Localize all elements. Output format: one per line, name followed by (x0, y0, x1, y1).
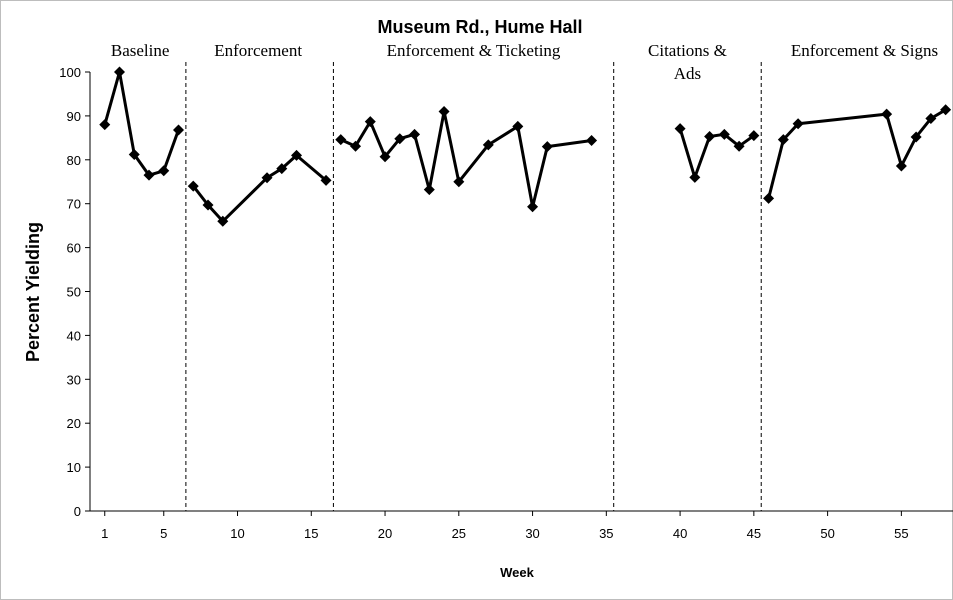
x-tick-label: 40 (673, 526, 687, 541)
data-point-marker (173, 124, 185, 136)
phase-label: Baseline (111, 41, 170, 60)
y-tick-label: 10 (67, 460, 81, 475)
x-tick-label: 45 (747, 526, 761, 541)
series-line (340, 110, 592, 209)
y-tick-label: 40 (67, 328, 81, 343)
data-point-marker (202, 199, 214, 211)
data-point-marker (940, 104, 952, 116)
data-point-marker (541, 141, 553, 153)
data-point-marker (217, 215, 229, 227)
phase-label: Enforcement & Ticketing (387, 41, 561, 60)
data-point-marker (438, 106, 450, 118)
phase-label: Enforcement (214, 41, 302, 60)
phase-label: Enforcement & Signs (791, 41, 938, 60)
data-point-marker (689, 171, 701, 183)
data-point-marker (114, 66, 126, 78)
data-point-marker (527, 201, 539, 213)
data-point-marker (409, 128, 421, 140)
y-tick-label: 60 (67, 241, 81, 256)
data-point-marker (910, 131, 922, 143)
x-tick-label: 55 (894, 526, 908, 541)
data-point-marker (482, 139, 494, 151)
phase-label: Citations & (648, 41, 727, 60)
data-point-marker (364, 116, 376, 128)
y-tick-label: 0 (74, 504, 81, 519)
data-point-marker (291, 149, 303, 161)
x-tick-label: 1 (101, 526, 108, 541)
data-point-marker (925, 113, 937, 125)
data-point-marker (718, 128, 730, 140)
data-point-marker (881, 108, 893, 120)
x-tick-label: 20 (378, 526, 392, 541)
y-tick-label: 50 (67, 285, 81, 300)
series-line (103, 70, 180, 177)
y-tick-label: 30 (67, 372, 81, 387)
y-axis-label: Percent Yielding (23, 222, 43, 362)
data-point-marker (261, 172, 273, 184)
data-point-marker (158, 165, 170, 177)
x-tick-label: 25 (452, 526, 466, 541)
y-tick-label: 100 (59, 65, 81, 80)
y-tick-label: 90 (67, 109, 81, 124)
data-point-marker (586, 134, 598, 146)
data-point-marker (895, 160, 907, 172)
data-point-marker (777, 134, 789, 146)
data-point-marker (143, 169, 155, 181)
x-tick-label: 50 (820, 526, 834, 541)
data-point-marker (128, 149, 140, 161)
data-point-marker (453, 176, 465, 188)
data-point-marker (704, 131, 716, 143)
x-tick-label: 15 (304, 526, 318, 541)
data-point-marker (320, 174, 332, 186)
x-tick-label: 30 (525, 526, 539, 541)
data-point-marker (763, 192, 775, 204)
x-tick-label: 10 (230, 526, 244, 541)
x-axis-label: Week (500, 565, 534, 580)
data-point-marker (99, 119, 111, 131)
data-point-marker (394, 133, 406, 145)
data-point-marker (748, 130, 760, 142)
data-point-marker (187, 180, 199, 192)
x-tick-label: 5 (160, 526, 167, 541)
y-tick-label: 70 (67, 197, 81, 212)
x-tick-label: 35 (599, 526, 613, 541)
data-point-marker (423, 184, 435, 196)
data-point-marker (512, 120, 524, 132)
data-point-marker (335, 134, 347, 146)
data-point-marker (674, 123, 686, 135)
data-point-marker (733, 140, 745, 152)
phase-label: Ads (674, 64, 701, 83)
data-point-marker (379, 151, 391, 163)
chart-title: Museum Rd., Hume Hall (377, 17, 582, 37)
data-point-marker (350, 140, 362, 152)
data-point-marker (792, 118, 804, 130)
y-tick-label: 80 (67, 153, 81, 168)
y-tick-label: 20 (67, 416, 81, 431)
data-point-marker (276, 163, 288, 175)
